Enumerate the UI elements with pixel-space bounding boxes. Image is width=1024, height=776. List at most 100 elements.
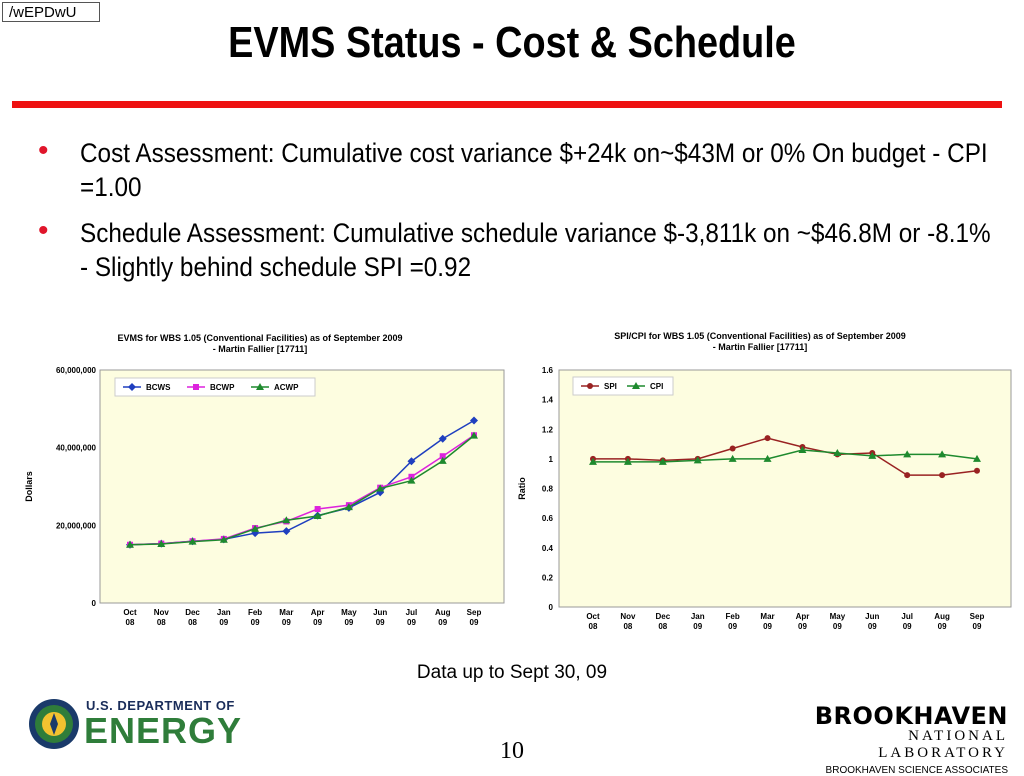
data-point [904,472,911,479]
legend-label: CPI [650,382,663,391]
x-tick-label: 09 [693,622,702,631]
x-tick-label: Jan [691,612,705,621]
data-point [939,472,946,479]
x-tick-label: 09 [282,618,291,627]
y-tick-label: 0.8 [542,485,554,494]
page-number: 10 [500,738,524,764]
chart-legend: BCWS BCWP ACWP [114,377,316,397]
x-tick-label: 09 [219,618,228,627]
data-point [438,434,447,443]
data-point [693,456,702,464]
doe-seal-icon [29,699,79,749]
series-cpi [589,445,981,465]
x-tick-label: Apr [311,608,325,617]
y-axis-title: Dollars [24,471,34,502]
x-tick-label: Dec [185,608,200,617]
data-point [658,457,667,465]
y-tick-label: 1.6 [542,366,554,375]
x-tick-label: 09 [470,618,479,627]
x-tick-label: 09 [903,622,912,631]
evms-chart-subtitle: - Martin Fallier [17711] [212,344,308,354]
bullet-cost-assessment: • Cost Assessment: Cumulative cost varia… [38,134,998,204]
x-tick-label: 08 [126,618,135,627]
data-point [589,457,597,465]
data-point [868,451,877,459]
y-tick-label: 1 [549,455,554,464]
x-tick-label: Jun [865,612,879,621]
data-point [282,527,291,536]
x-tick-label: Feb [726,612,740,621]
evms-chart-title: EVMS for WBS 1.05 (Conventional Faciliti… [117,333,403,343]
x-tick-label: 09 [798,622,807,631]
x-tick-label: Jul [406,608,418,617]
y-tick-label: 40,000,000 [56,444,97,453]
data-point [973,454,981,462]
bnl-associates: BROOKHAVEN SCIENCE ASSOCIATES [825,765,1008,776]
data-point [729,445,736,452]
series-line [593,449,978,463]
data-point [763,454,772,462]
data-point [313,512,322,520]
data-point [251,524,260,532]
plot-area [99,369,505,604]
data-point [219,535,228,543]
data-point [407,476,416,484]
legend-label: BCWP [210,383,235,392]
x-tick-label: Oct [586,612,600,621]
y-tick-label: 0.2 [542,573,554,582]
data-point [438,456,447,464]
data-point [439,453,446,460]
data-point [623,457,632,465]
x-tick-label: 09 [407,618,416,627]
bnl-logo: BROOKHAVEN NATIONAL LABORATORY BROOKHAVE… [796,702,1008,776]
doe-energy-text: ENERGY [84,710,243,751]
x-tick-label: Mar [760,612,774,621]
data-point [728,454,737,462]
series-line [593,437,978,476]
data-point [764,435,771,442]
x-tick-label: 09 [973,622,982,631]
data-point [833,448,842,456]
legend-marker [256,383,264,390]
bnl-subtitle: NATIONAL LABORATORY [878,728,1008,761]
spi-cpi-chart: 00.20.40.60.811.21.41.6RatioOct08Nov08De… [517,366,1012,631]
evms-chart: 0 20,000,000 40,000,000 60,000,000 Dollars Oc… [24,366,505,627]
data-point [470,416,478,425]
evms-chart-title-block: EVMS for WBS 1.05 (Conventional Faciliti… [105,333,415,355]
legend-label: ACWP [274,383,299,392]
data-point [188,537,197,545]
legend-marker [632,382,640,389]
y-tick-label: 0 [92,599,97,608]
doe-logo: U.S. DEPARTMENT OF ENERGY [28,696,258,752]
spi-cpi-chart-title-block: SPI/CPI for WBS 1.05 (Conventional Facil… [600,331,920,353]
spi-cpi-chart-subtitle: - Martin Fallier [17711] [712,342,808,352]
y-tick-label: 0.6 [542,514,554,523]
series-acwp [126,431,478,548]
slide-title: EVMS Status - Cost & Schedule [228,18,796,67]
corner-tag: /wEPDwU [2,2,100,22]
x-tick-label: 09 [938,622,947,631]
spi-cpi-chart-title: SPI/CPI for WBS 1.05 (Conventional Facil… [614,331,906,341]
y-tick-label: 20,000,000 [56,521,97,530]
x-tick-label: Feb [248,608,262,617]
x-tick-label: Mar [279,608,293,617]
x-tick-label: 09 [251,618,260,627]
y-tick-label: 1.2 [542,425,554,434]
data-point [974,467,980,474]
x-tick-label: Aug [435,608,451,617]
x-tick-label: 09 [763,622,772,631]
x-tick-label: 09 [868,622,877,631]
data-point [251,529,260,538]
x-tick-label: Sep [970,612,985,621]
x-tick-label: 09 [833,622,842,631]
x-tick-label: Apr [796,612,810,621]
data-point [376,484,385,492]
legend-label: BCWS [146,383,171,392]
data-point [407,457,416,466]
bullet-text: Schedule Assessment: Cumulative schedule… [80,218,991,282]
x-tick-label: 08 [188,618,197,627]
x-tick-label: 08 [589,622,598,631]
y-tick-label: 0.4 [542,544,554,553]
data-point [314,506,321,513]
x-tick-label: 08 [157,618,166,627]
